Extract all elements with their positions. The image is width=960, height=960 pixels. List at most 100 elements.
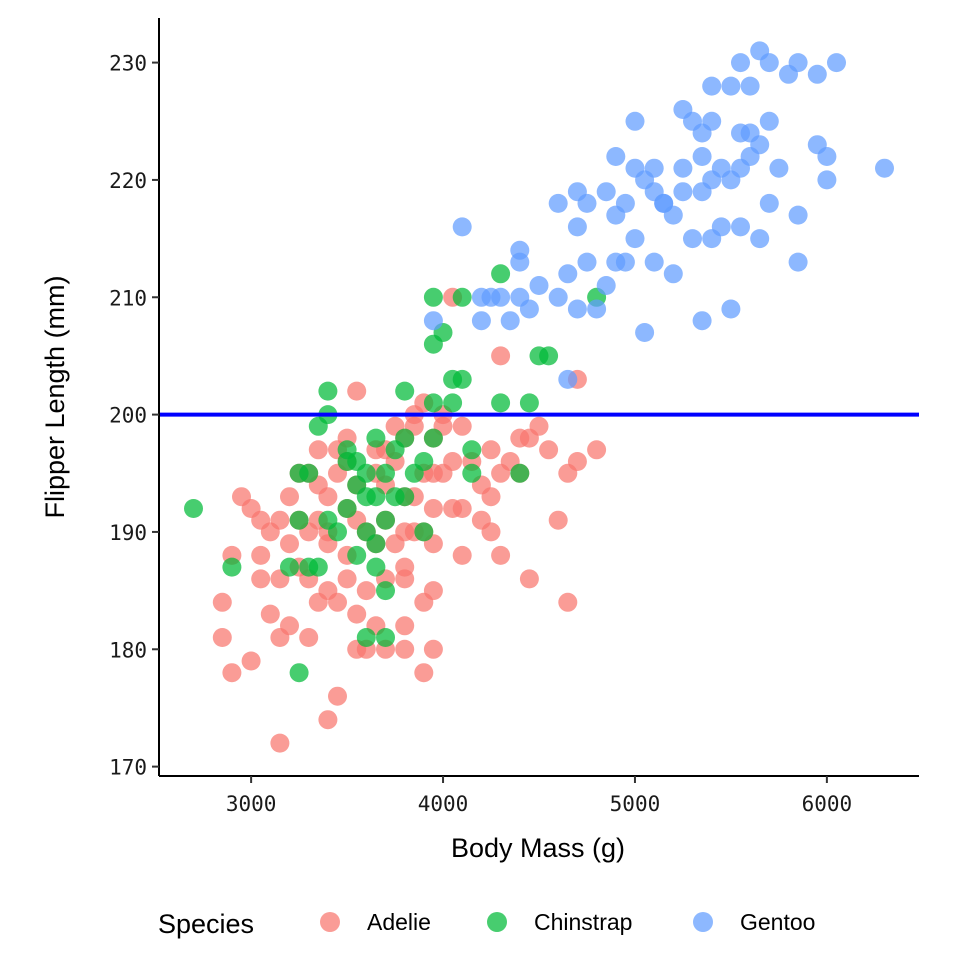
point-adelie [318,581,338,601]
points-layer [184,41,894,753]
point-chinstrap [423,287,443,307]
point-chinstrap [395,487,415,507]
point-gentoo [731,53,750,73]
legend-key-adelie [320,912,340,932]
point-adelie [481,440,501,460]
point-gentoo [510,252,530,272]
point-gentoo [423,311,443,331]
point-adelie [452,416,472,436]
point-adelie [452,499,472,518]
point-gentoo [567,299,587,319]
point-gentoo [625,229,645,249]
point-chinstrap [510,463,530,483]
x-axis-title: Body Mass (g) [451,833,625,863]
point-adelie [347,381,367,401]
point-adelie [423,581,443,601]
point-adelie [423,639,443,659]
point-gentoo [558,369,578,389]
point-gentoo [500,311,520,331]
point-chinstrap [414,522,434,542]
point-gentoo [587,299,607,319]
point-gentoo [788,252,808,272]
point-gentoo [721,76,741,96]
point-chinstrap [184,499,203,518]
point-chinstrap [423,393,443,413]
legend-items: Adelie Chinstrap Gentoo [320,909,815,935]
legend-key-gentoo [693,912,713,932]
point-adelie [251,569,271,589]
point-gentoo [759,193,779,213]
point-gentoo [683,229,702,249]
point-gentoo [788,53,808,73]
point-chinstrap [376,581,395,601]
point-gentoo [702,76,722,96]
point-adelie [587,440,607,460]
point-gentoo [548,193,568,213]
point-gentoo [558,264,578,284]
x-tick-label: 4000 [418,792,469,816]
point-gentoo [740,147,760,166]
y-tick-label: 230 [109,52,147,76]
point-chinstrap [308,557,328,577]
point-gentoo [529,276,549,295]
point-adelie [395,616,415,636]
point-gentoo [644,252,664,272]
point-chinstrap [395,381,415,401]
legend: Species Adelie Chinstrap Gentoo [158,909,815,939]
point-adelie [481,522,501,542]
point-adelie [548,510,568,530]
point-chinstrap [443,393,463,413]
point-chinstrap [366,487,386,507]
point-chinstrap [452,287,472,307]
point-adelie [452,545,472,565]
point-adelie [241,651,261,671]
point-gentoo [635,323,655,342]
point-chinstrap [289,510,309,530]
point-chinstrap [376,510,395,530]
point-adelie [280,534,299,554]
point-adelie [337,569,357,589]
point-adelie [481,487,501,507]
point-gentoo [759,111,779,131]
point-chinstrap [462,463,482,483]
y-tick-label: 210 [109,286,147,310]
y-tick-label: 200 [109,404,147,428]
legend-key-chinstrap [487,912,507,932]
y-axis-title: Flipper Length (mm) [40,275,70,518]
point-chinstrap [462,440,482,460]
point-adelie [318,710,338,730]
point-adelie [519,569,539,589]
point-adelie [491,346,511,366]
x-tick-label: 5000 [610,792,661,816]
point-chinstrap [366,534,386,554]
point-adelie [270,510,290,530]
point-chinstrap [337,499,357,518]
point-chinstrap [347,545,367,565]
point-adelie [423,499,443,518]
point-chinstrap [491,393,511,413]
point-chinstrap [318,510,338,530]
point-adelie [443,452,463,471]
point-gentoo [577,193,597,213]
point-chinstrap [376,628,395,647]
point-gentoo [452,217,472,237]
point-gentoo [625,111,645,131]
point-chinstrap [289,663,309,683]
point-chinstrap [318,381,338,401]
point-adelie [356,581,376,601]
point-chinstrap [452,369,472,389]
point-gentoo [577,252,597,272]
point-gentoo [721,299,741,319]
point-chinstrap [222,557,242,577]
point-gentoo [750,229,770,249]
point-adelie [567,452,587,471]
point-chinstrap [289,463,309,483]
point-adelie [328,686,347,706]
point-adelie [280,487,299,507]
point-gentoo [731,217,750,237]
y-axis-ticks: 170 180 190 200 210 220 230 [109,52,159,780]
point-gentoo [692,311,712,331]
point-chinstrap [414,452,434,471]
point-adelie [280,616,299,636]
point-adelie [395,557,415,577]
